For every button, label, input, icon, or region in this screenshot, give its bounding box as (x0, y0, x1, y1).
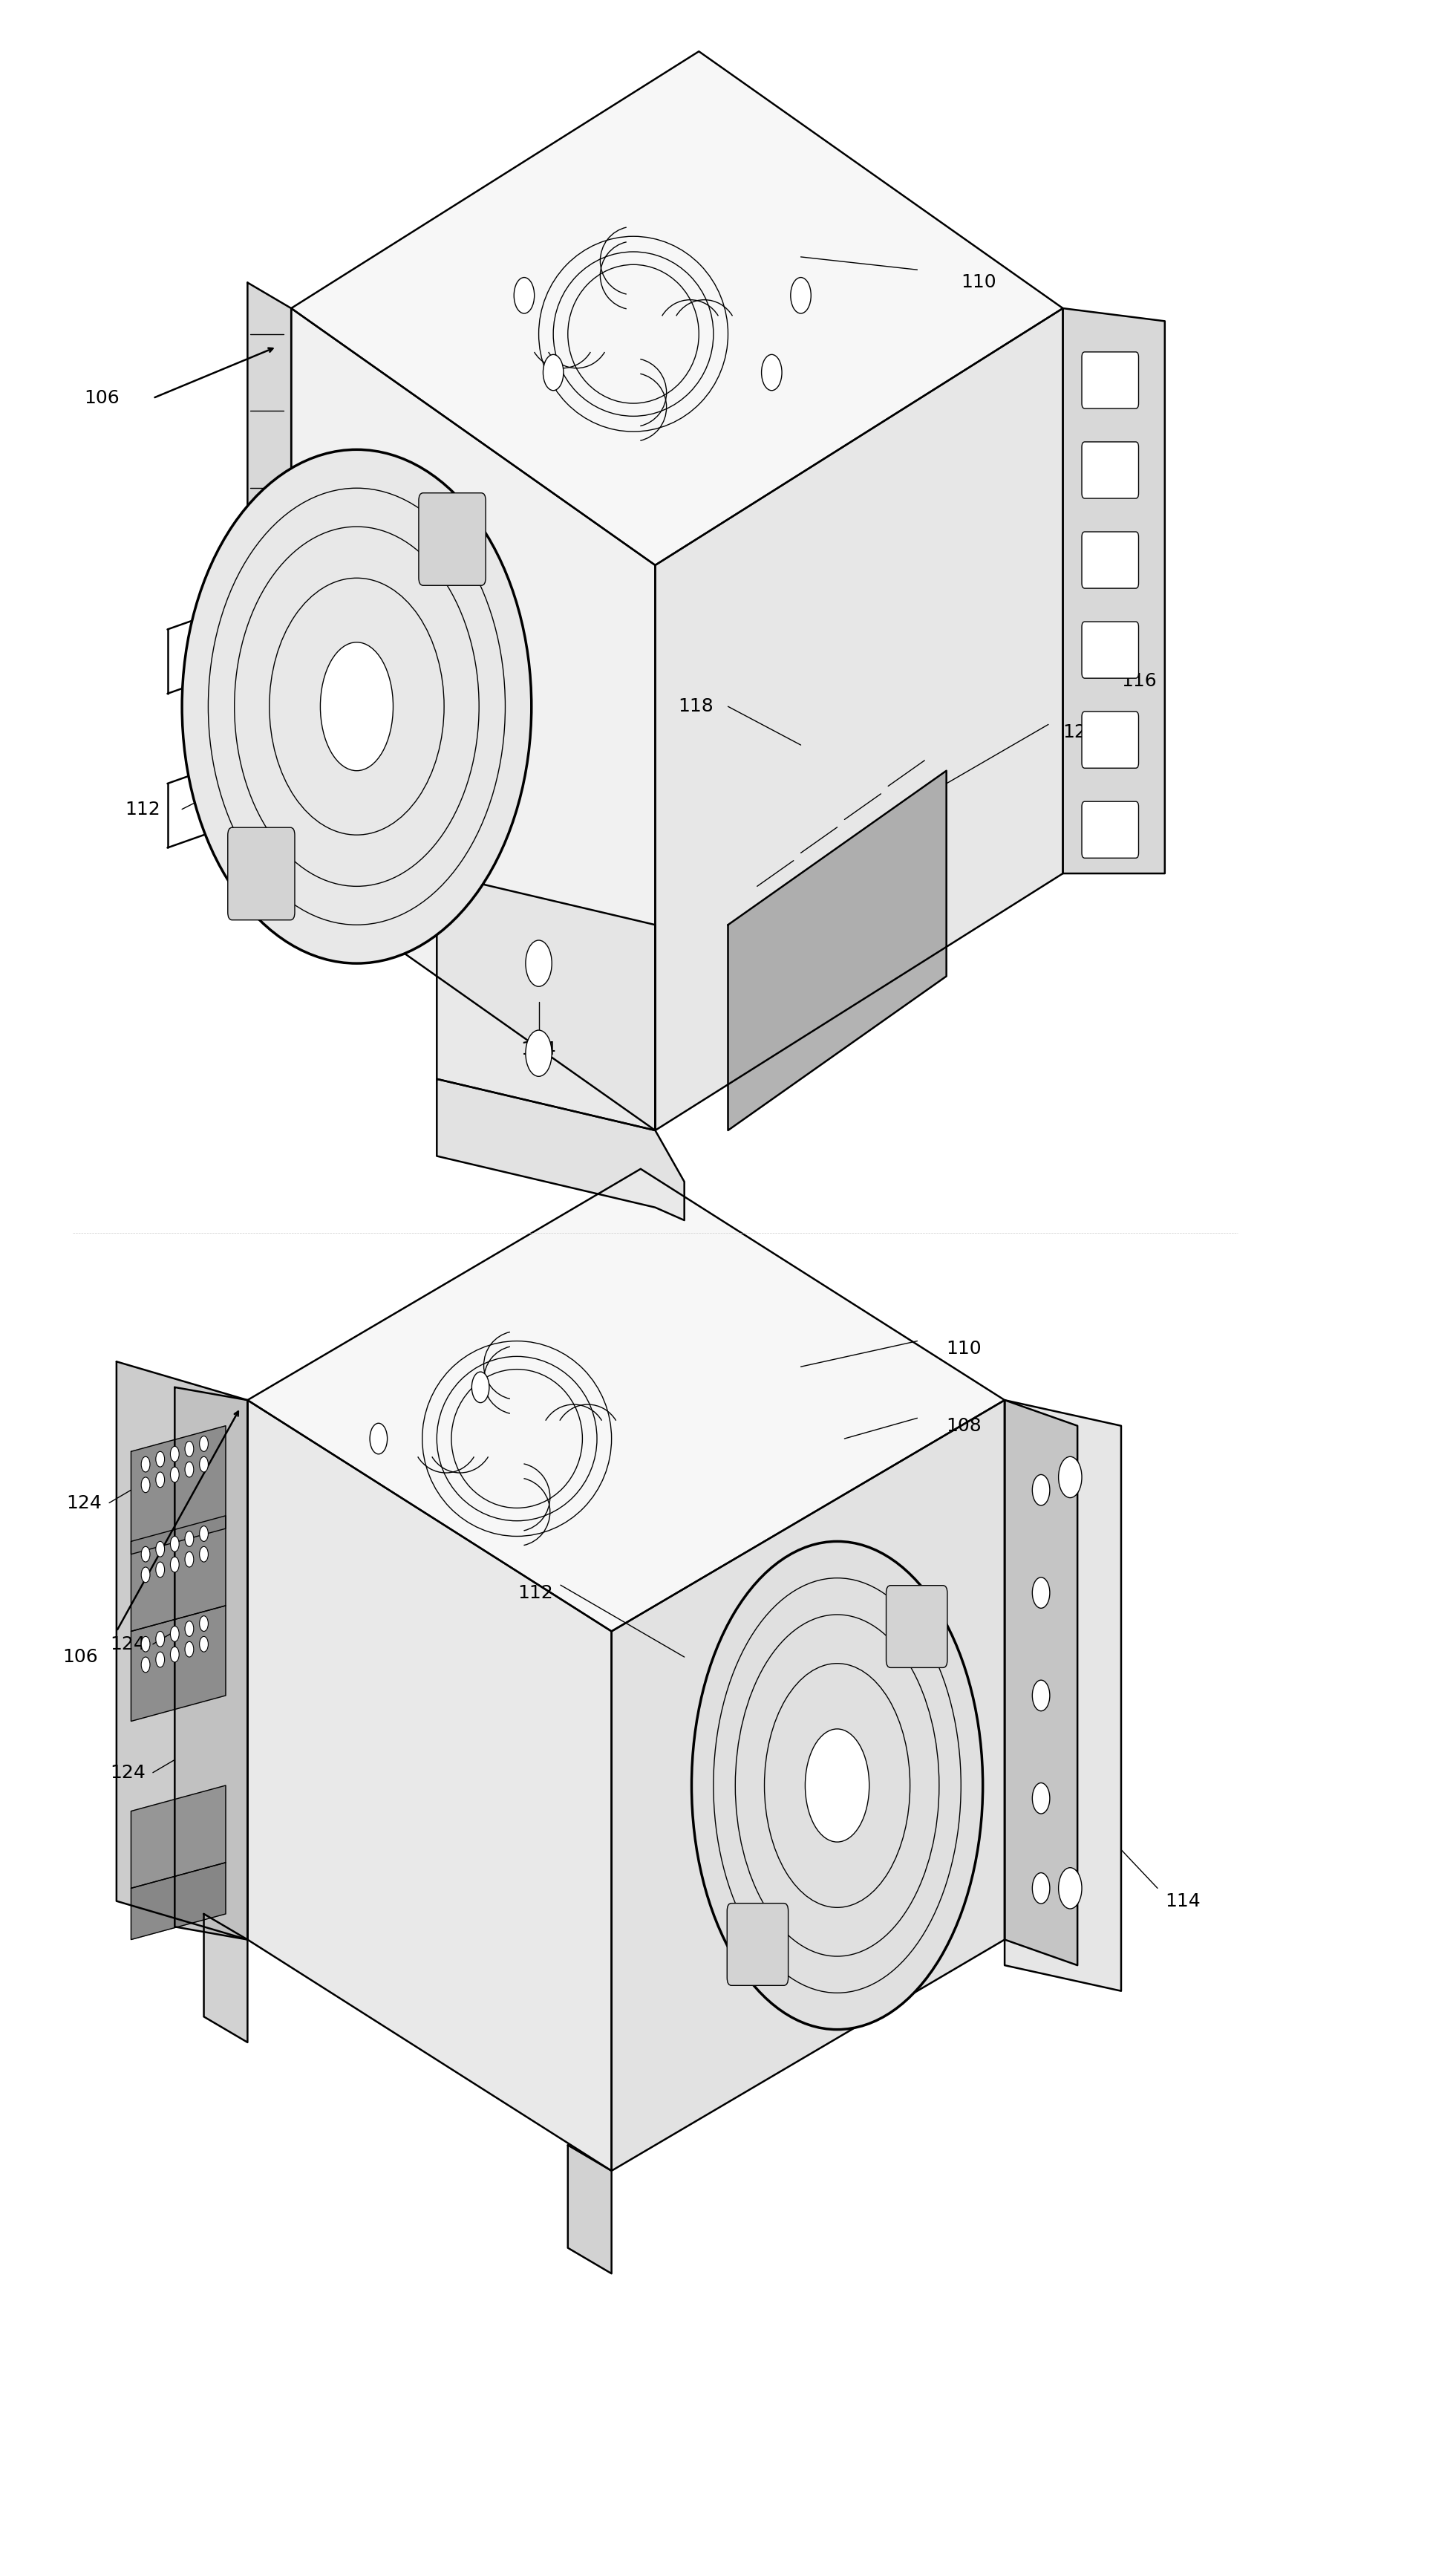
Polygon shape (131, 1606, 226, 1721)
FancyBboxPatch shape (1082, 532, 1139, 588)
Text: 110: 110 (946, 1341, 981, 1356)
Text: 124: 124 (111, 1765, 146, 1780)
Ellipse shape (182, 450, 531, 963)
Circle shape (156, 1472, 165, 1487)
Circle shape (185, 1531, 194, 1547)
Polygon shape (131, 1863, 226, 1940)
Circle shape (543, 355, 563, 390)
Circle shape (170, 1446, 179, 1462)
Text: 106: 106 (63, 1649, 98, 1665)
Circle shape (141, 1457, 150, 1472)
Circle shape (199, 1547, 208, 1562)
Circle shape (141, 1636, 150, 1652)
Circle shape (156, 1631, 165, 1647)
Text: 108: 108 (242, 570, 277, 586)
Circle shape (156, 1652, 165, 1667)
Text: 106: 106 (84, 390, 119, 406)
Circle shape (1032, 1783, 1050, 1814)
Circle shape (199, 1616, 208, 1631)
Circle shape (141, 1477, 150, 1493)
Circle shape (199, 1436, 208, 1451)
Polygon shape (612, 1400, 1005, 2171)
Circle shape (526, 940, 552, 986)
Polygon shape (248, 1400, 612, 2171)
Circle shape (199, 1526, 208, 1541)
Circle shape (185, 1552, 194, 1567)
Circle shape (199, 1457, 208, 1472)
Circle shape (170, 1536, 179, 1552)
Polygon shape (655, 308, 1063, 1130)
Text: 114: 114 (1165, 1893, 1200, 1909)
Polygon shape (291, 51, 1063, 565)
Circle shape (1032, 1475, 1050, 1505)
FancyBboxPatch shape (727, 1904, 788, 1986)
Polygon shape (116, 1362, 248, 1940)
Polygon shape (131, 1426, 226, 1554)
Circle shape (199, 1636, 208, 1652)
Circle shape (1032, 1873, 1050, 1904)
Text: 110: 110 (961, 275, 996, 290)
Ellipse shape (692, 1541, 983, 2030)
Circle shape (170, 1467, 179, 1482)
Circle shape (320, 642, 393, 771)
Text: 112: 112 (518, 1585, 553, 1600)
FancyBboxPatch shape (1082, 442, 1139, 498)
Circle shape (805, 1729, 869, 1842)
FancyBboxPatch shape (1082, 622, 1139, 678)
FancyBboxPatch shape (1082, 802, 1139, 858)
FancyBboxPatch shape (1082, 352, 1139, 408)
Circle shape (141, 1547, 150, 1562)
Text: 108: 108 (946, 1418, 981, 1434)
Polygon shape (291, 308, 655, 1130)
Polygon shape (131, 1516, 226, 1631)
Text: 124: 124 (111, 1636, 146, 1652)
Circle shape (156, 1451, 165, 1467)
Polygon shape (568, 2145, 612, 2274)
Circle shape (170, 1647, 179, 1662)
Text: 112: 112 (125, 802, 160, 817)
Polygon shape (1005, 1400, 1077, 1965)
Text: 124: 124 (67, 1495, 102, 1511)
FancyBboxPatch shape (887, 1585, 948, 1667)
Circle shape (185, 1642, 194, 1657)
Circle shape (185, 1621, 194, 1636)
FancyBboxPatch shape (1082, 712, 1139, 768)
Circle shape (156, 1541, 165, 1557)
Circle shape (185, 1441, 194, 1457)
Circle shape (1059, 1868, 1082, 1909)
Circle shape (526, 1030, 552, 1076)
Circle shape (170, 1557, 179, 1572)
FancyBboxPatch shape (227, 827, 294, 920)
Circle shape (141, 1567, 150, 1583)
Circle shape (761, 355, 782, 390)
Text: 120: 120 (1063, 724, 1098, 740)
Polygon shape (248, 1169, 1005, 1631)
Polygon shape (175, 1387, 248, 1940)
Polygon shape (1063, 308, 1165, 873)
Polygon shape (1005, 1400, 1121, 1991)
Circle shape (141, 1657, 150, 1672)
Circle shape (156, 1562, 165, 1577)
Text: 116: 116 (1121, 673, 1156, 688)
Circle shape (370, 1423, 387, 1454)
Polygon shape (204, 1914, 248, 2042)
Circle shape (791, 277, 811, 313)
Polygon shape (437, 1079, 684, 1220)
FancyBboxPatch shape (419, 493, 486, 586)
Circle shape (1032, 1680, 1050, 1711)
Polygon shape (131, 1785, 226, 1888)
Circle shape (514, 277, 534, 313)
Circle shape (1059, 1457, 1082, 1498)
Text: 114: 114 (521, 1040, 556, 1058)
Circle shape (170, 1626, 179, 1642)
Polygon shape (248, 283, 291, 873)
Polygon shape (437, 873, 655, 1130)
Circle shape (185, 1462, 194, 1477)
Polygon shape (728, 771, 946, 1130)
Circle shape (472, 1372, 489, 1403)
Circle shape (1032, 1577, 1050, 1608)
Text: 118: 118 (678, 699, 713, 714)
